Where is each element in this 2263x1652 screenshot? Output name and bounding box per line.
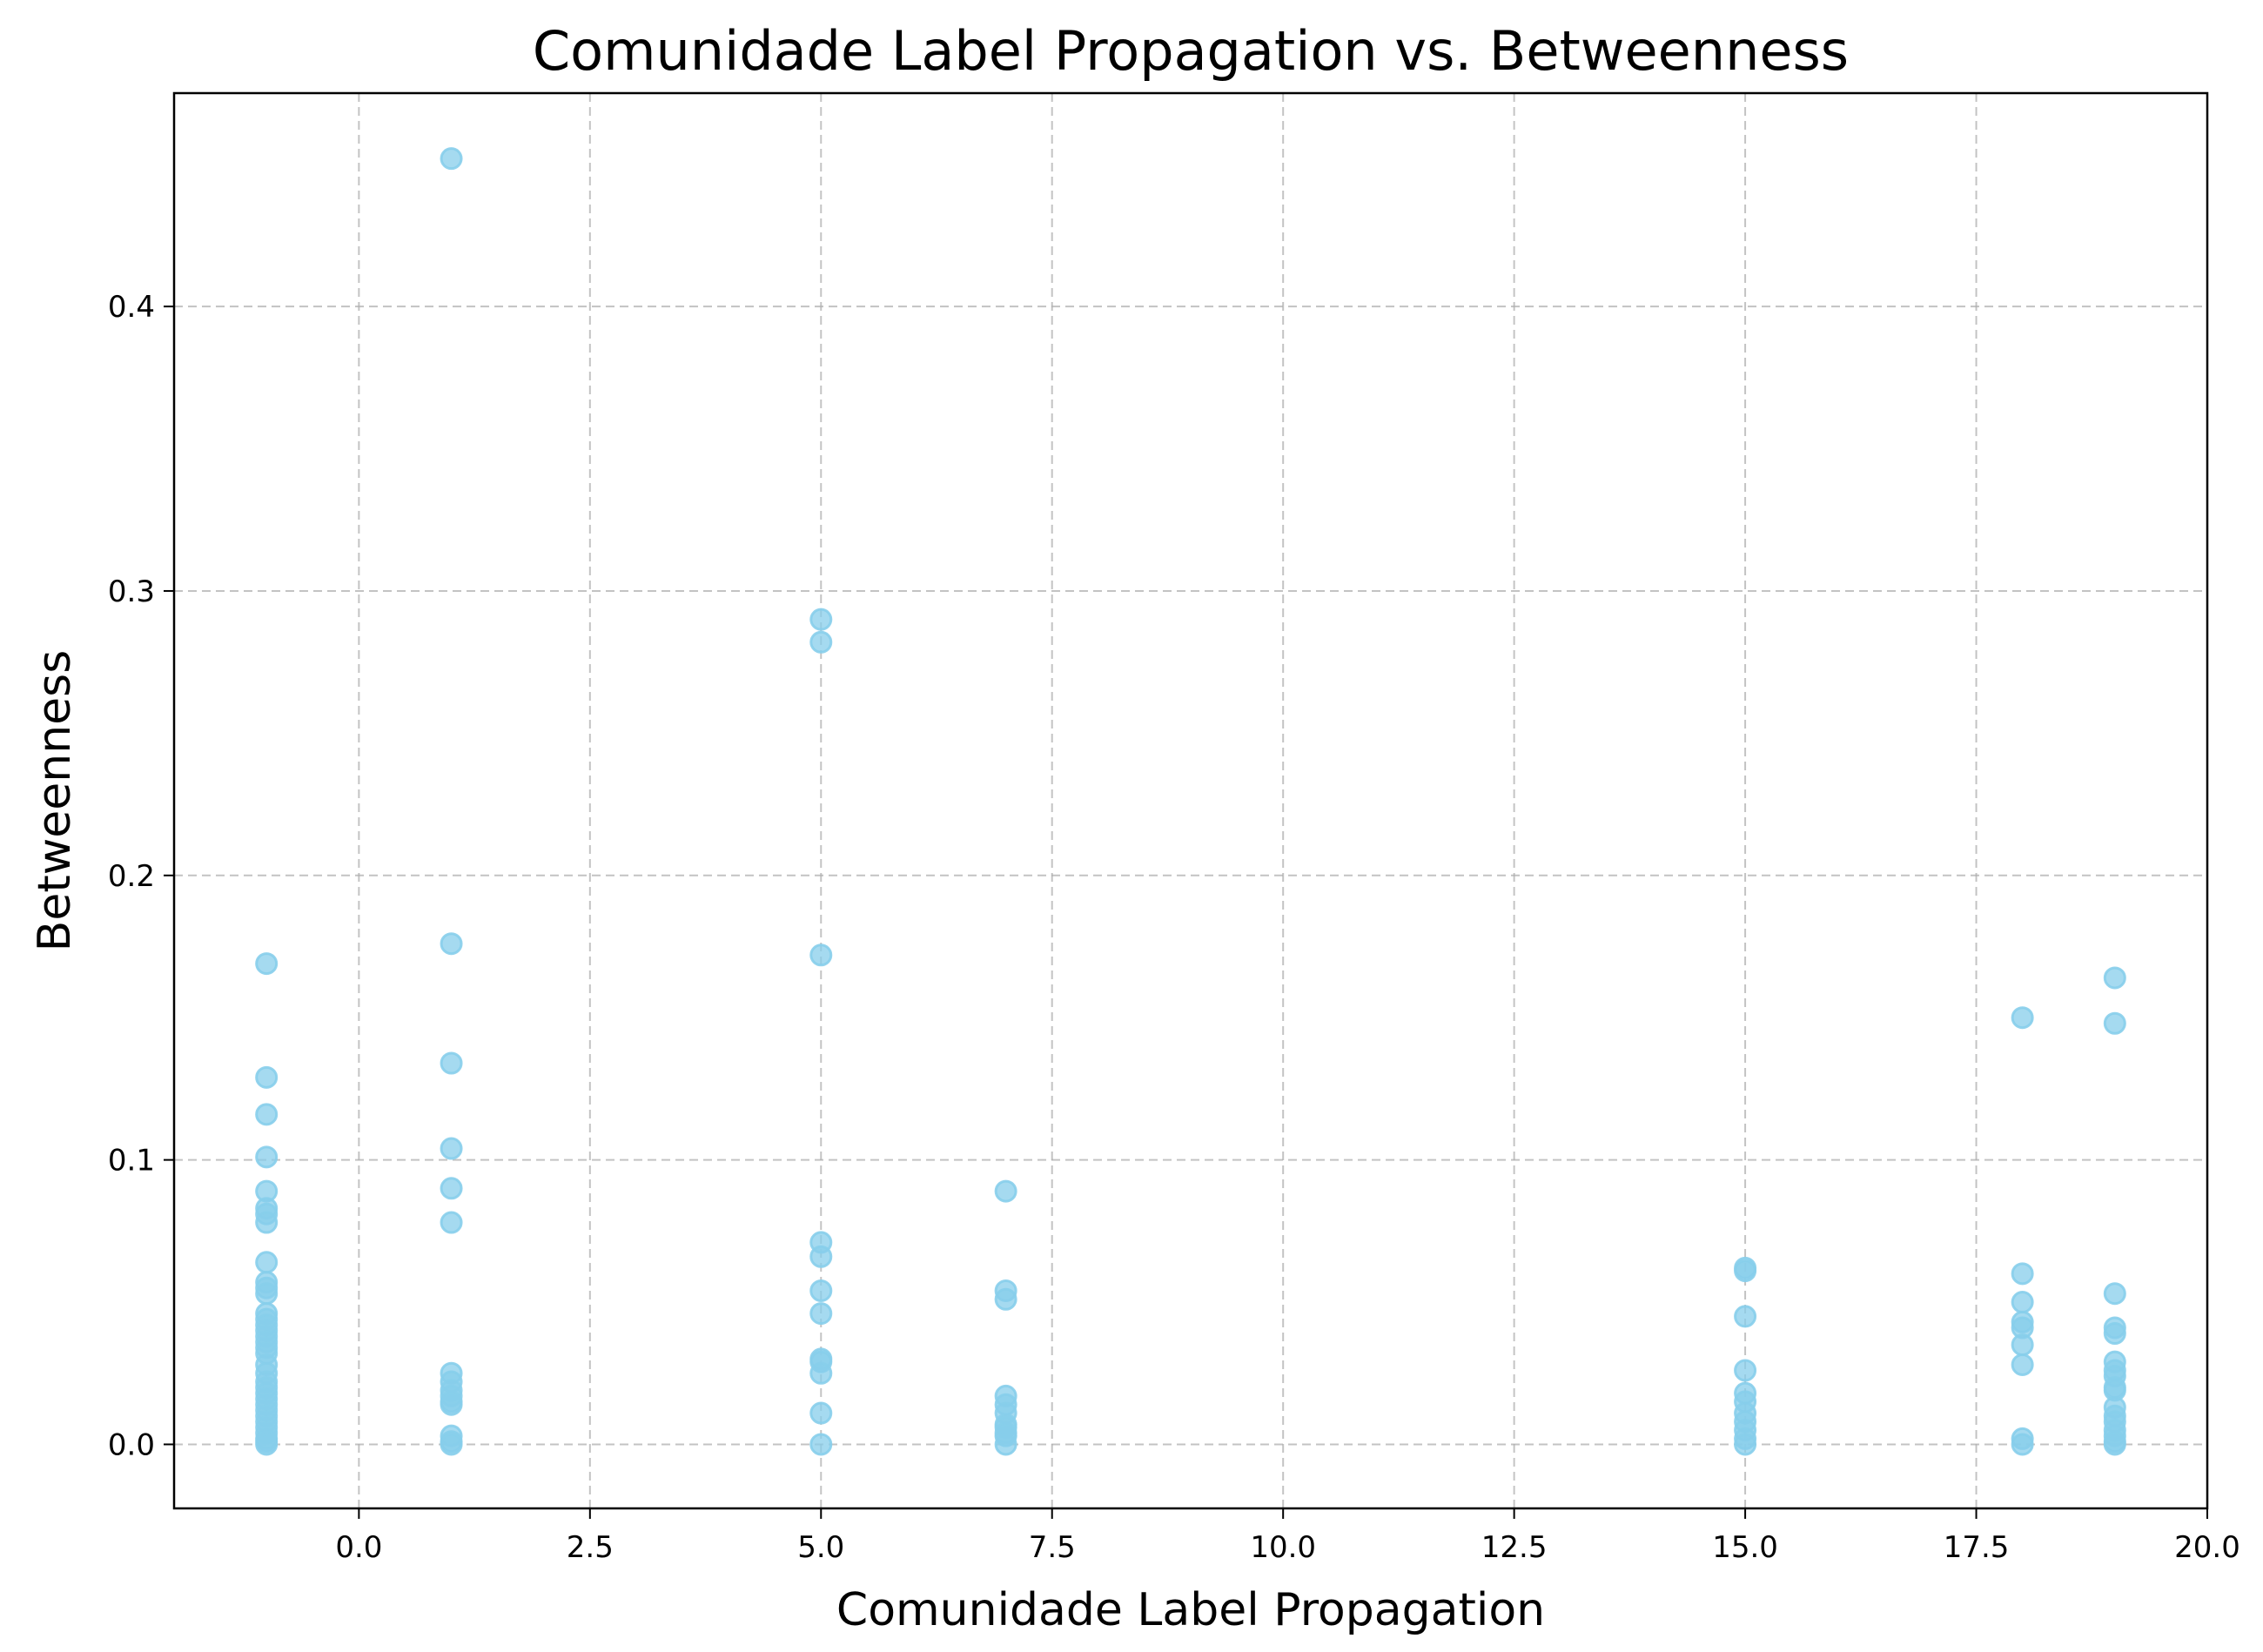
x-tick-label: 0.0 [335, 1530, 382, 1565]
data-point [1734, 1305, 1757, 1328]
data-point [809, 608, 833, 631]
data-points [255, 147, 2126, 1456]
y-axis-label: Betweenness [29, 650, 81, 952]
data-point [255, 952, 279, 976]
x-tick-label: 2.5 [567, 1530, 614, 1565]
data-point [2103, 1433, 2126, 1456]
data-point [2103, 1282, 2126, 1306]
data-point [2011, 1353, 2034, 1376]
data-point [255, 1065, 279, 1089]
data-point [2103, 1011, 2126, 1035]
data-point [2011, 1433, 2034, 1456]
data-point [809, 1433, 833, 1456]
data-point [809, 1401, 833, 1425]
data-point [255, 1282, 279, 1306]
data-point [994, 1179, 1017, 1203]
data-point [440, 1137, 463, 1160]
y-tick-label: 0.2 [108, 859, 155, 894]
data-point [255, 1433, 279, 1456]
data-point [2103, 966, 2126, 990]
x-tick-label: 20.0 [2174, 1530, 2240, 1565]
data-point [440, 1393, 463, 1416]
plot-frame [172, 91, 2209, 1510]
data-point [255, 1103, 279, 1126]
data-point [1734, 1433, 1757, 1456]
y-tick-label: 0.3 [108, 574, 155, 609]
data-point [809, 630, 833, 654]
x-axis-ticks: 0.0 2.5 5.0 7.5 10.0 12.5 15.0 17.5 20.0 [335, 1508, 2240, 1565]
data-point [2011, 1333, 2034, 1357]
x-tick-label: 17.5 [1944, 1530, 2010, 1565]
data-point [440, 1433, 463, 1456]
data-point [1734, 1359, 1757, 1382]
data-point [994, 1433, 1017, 1456]
data-point [255, 1211, 279, 1234]
data-point [440, 1051, 463, 1075]
data-point [809, 1279, 833, 1302]
data-point [440, 1211, 463, 1234]
x-tick-label: 10.0 [1250, 1530, 1316, 1565]
data-point [809, 944, 833, 967]
data-point [809, 1245, 833, 1268]
data-point [2011, 1262, 2034, 1286]
data-point [255, 1145, 279, 1169]
data-point [440, 1177, 463, 1200]
data-point [440, 932, 463, 956]
x-tick-label: 7.5 [1029, 1530, 1076, 1565]
y-tick-label: 0.0 [108, 1427, 155, 1462]
data-point [809, 1361, 833, 1385]
x-tick-label: 12.5 [1481, 1530, 1548, 1565]
data-point [994, 1287, 1017, 1311]
grid [174, 93, 2208, 1508]
x-tick-label: 15.0 [1712, 1530, 1778, 1565]
y-tick-label: 0.4 [108, 290, 155, 325]
data-point [2011, 1291, 2034, 1314]
data-point [2103, 1321, 2126, 1345]
y-tick-label: 0.1 [108, 1144, 155, 1179]
chart-title: Comunidade Label Propagation vs. Between… [533, 19, 1849, 83]
y-axis-ticks: 0.0 0.1 0.2 0.3 0.4 [108, 290, 174, 1462]
data-point [809, 1302, 833, 1326]
x-tick-label: 5.0 [797, 1530, 844, 1565]
data-point [1734, 1259, 1757, 1283]
data-point [255, 1251, 279, 1274]
data-point [2011, 1006, 2034, 1030]
data-point [440, 147, 463, 171]
x-axis-label: Comunidade Label Propagation [836, 1584, 1545, 1636]
